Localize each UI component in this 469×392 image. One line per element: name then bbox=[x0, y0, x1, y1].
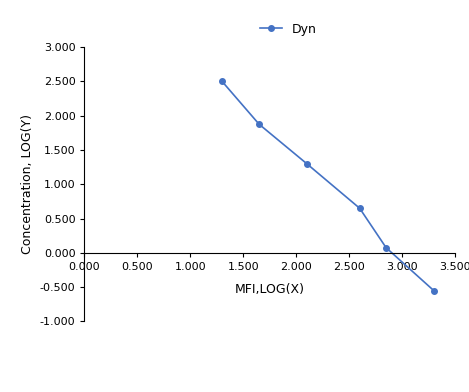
X-axis label: MFI,LOG(X): MFI,LOG(X) bbox=[234, 283, 305, 296]
Legend: Dyn: Dyn bbox=[255, 18, 322, 41]
Dyn bbox=[357, 206, 363, 211]
Dyn bbox=[383, 245, 389, 250]
Y-axis label: Concentration, LOG(Y): Concentration, LOG(Y) bbox=[21, 114, 34, 254]
Dyn bbox=[431, 288, 437, 293]
Line: Dyn: Dyn bbox=[219, 78, 437, 293]
Dyn bbox=[219, 79, 225, 84]
Dyn bbox=[256, 122, 262, 127]
Dyn bbox=[304, 162, 310, 166]
